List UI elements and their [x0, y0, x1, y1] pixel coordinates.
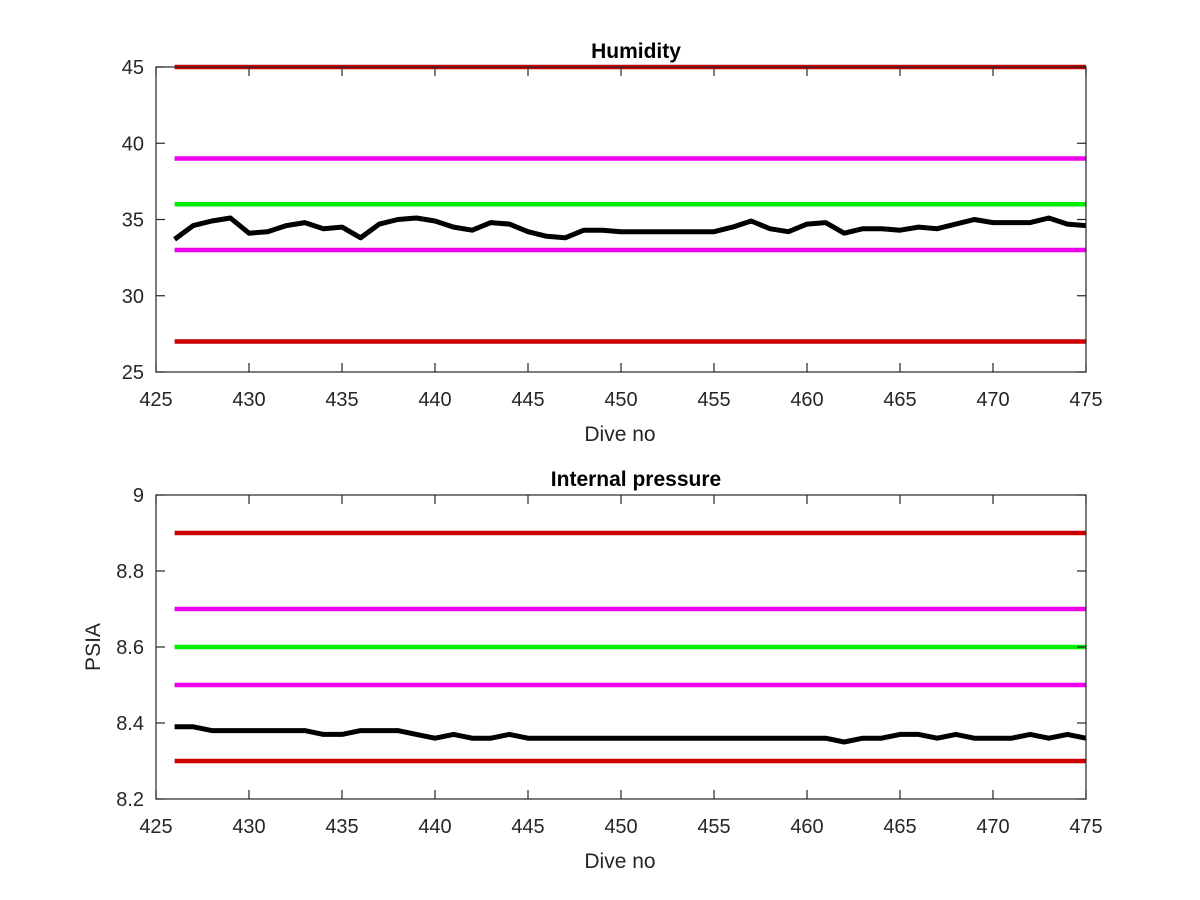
x-tick-label: 470 [976, 389, 1009, 411]
x-axis-label: Dive no [584, 423, 655, 446]
x-tick-label: 455 [697, 389, 730, 411]
y-tick-label: 8.2 [116, 789, 144, 811]
y-tick-label: 25 [122, 362, 144, 384]
chart-title: Internal pressure [551, 468, 721, 491]
y-tick-label: 45 [122, 57, 144, 79]
humidity-chart: 425 430 435 440 445 450 455 460 465 470 475 25 30 35 4… [122, 40, 1103, 446]
x-tick-label: 425 [139, 816, 172, 838]
x-tick-label: 475 [1069, 816, 1102, 838]
x-axis-label: Dive no [584, 850, 655, 873]
y-tick-label: 9 [133, 485, 144, 507]
chart-title: Humidity [591, 40, 681, 63]
x-tick-label: 475 [1069, 389, 1102, 411]
plot-area [156, 67, 1086, 372]
y-tick-label: 30 [122, 286, 144, 308]
x-tick-label: 450 [604, 389, 637, 411]
y-tick-label: 8.6 [116, 637, 144, 659]
y-tick-label: 35 [122, 210, 144, 232]
x-tick-label: 450 [604, 816, 637, 838]
x-tick-label: 465 [883, 816, 916, 838]
x-tick-label: 455 [697, 816, 730, 838]
x-tick-label: 430 [232, 389, 265, 411]
y-tick-label: 40 [122, 133, 144, 155]
y-tick-label: 8.4 [116, 713, 144, 735]
y-tick-label: 8.8 [116, 561, 144, 583]
x-tick-label: 435 [325, 816, 358, 838]
data-series-line [174, 724, 1087, 745]
x-tick-label: 440 [418, 816, 451, 838]
x-tick-label: 445 [511, 389, 544, 411]
x-tick-label: 440 [418, 389, 451, 411]
x-tick-label: 465 [883, 389, 916, 411]
x-tick-label: 470 [976, 816, 1009, 838]
x-tick-label: 425 [139, 389, 172, 411]
data-series-line [173, 215, 1087, 242]
x-tick-label: 460 [790, 389, 823, 411]
x-tick-label: 430 [232, 816, 265, 838]
x-tick-label: 460 [790, 816, 823, 838]
x-tick-label: 435 [325, 389, 358, 411]
x-tick-label: 445 [511, 816, 544, 838]
internal-pressure-chart: 425 430 435 440 445 450 455 460 465 470 475 8.2 8.4 8… [82, 468, 1103, 873]
y-axis-label: PSIA [82, 623, 105, 671]
